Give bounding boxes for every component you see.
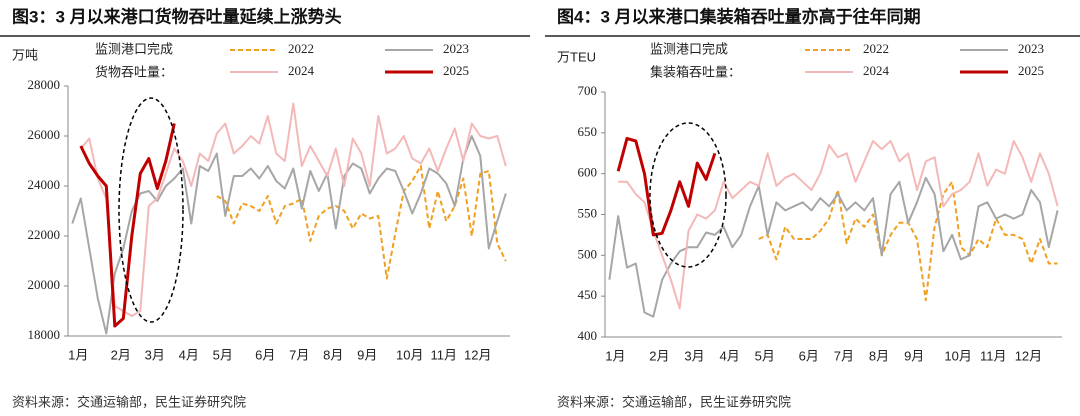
- y-tick-label: 650: [578, 124, 598, 139]
- legend-label: 2022: [863, 41, 889, 56]
- y-tick-label: 500: [578, 246, 598, 261]
- y-tick-label: 22000: [28, 227, 61, 242]
- y-tick-label: 24000: [28, 177, 61, 192]
- series-line: [616, 137, 717, 237]
- x-tick-label: 5月: [213, 347, 233, 362]
- legend-label: 2025: [1018, 63, 1044, 78]
- series-line: [71, 135, 507, 335]
- legend-label: 2022: [288, 41, 314, 56]
- x-tick-label: 11月: [431, 347, 458, 362]
- y-tick-label: 20000: [28, 277, 61, 292]
- y-axis-label: 万TEU: [557, 49, 596, 64]
- chart-title: 图4：3 月以来港口集装箱吞吐量亦高于往年同期: [557, 6, 921, 26]
- x-tick-label: 1月: [605, 348, 625, 363]
- legend-label: 2023: [443, 41, 469, 56]
- y-tick-label: 450: [578, 287, 598, 302]
- y-tick-label: 400: [578, 328, 598, 343]
- series-line: [80, 102, 507, 317]
- y-axis-label: 万吨: [12, 47, 38, 62]
- x-tick-label: 6月: [255, 347, 275, 362]
- x-tick-label: 9月: [904, 348, 924, 363]
- x-tick-label: 11月: [980, 348, 1007, 363]
- legend-label: 2025: [443, 63, 469, 78]
- x-tick-label: 9月: [357, 347, 377, 362]
- series-line: [216, 165, 507, 280]
- y-tick-label: 26000: [28, 127, 61, 142]
- x-tick-label: 7月: [834, 348, 854, 363]
- legend-title: 监测港口完成: [95, 41, 173, 56]
- legend-title: 监测港口完成: [650, 41, 728, 56]
- y-tick-label: 550: [578, 205, 598, 220]
- series-line: [608, 176, 1059, 318]
- x-tick-label: 3月: [684, 348, 704, 363]
- series-line: [618, 140, 1059, 310]
- x-tick-label: 7月: [289, 347, 309, 362]
- x-tick-label: 8月: [869, 348, 889, 363]
- x-tick-label: 6月: [799, 348, 819, 363]
- legend-title: 集装箱吞吐量：: [650, 64, 741, 79]
- x-tick-label: 2月: [649, 348, 669, 363]
- series-line: [758, 180, 1058, 302]
- x-tick-label: 4月: [720, 348, 740, 363]
- source-note: 资料来源：交通运输部，民生证券研究院: [12, 394, 246, 409]
- y-tick-label: 28000: [28, 77, 61, 92]
- x-tick-label: 2月: [111, 347, 131, 362]
- x-tick-label: 3月: [145, 347, 165, 362]
- x-tick-label: 10月: [396, 347, 423, 362]
- source-note: 资料来源：交通运输部，民生证券研究院: [557, 394, 791, 409]
- highlight-ellipse: [118, 97, 184, 323]
- y-tick-label: 600: [578, 165, 598, 180]
- series-line: [79, 123, 176, 328]
- x-tick-label: 1月: [68, 347, 88, 362]
- x-tick-label: 8月: [323, 347, 343, 362]
- x-tick-label: 12月: [1015, 348, 1042, 363]
- x-tick-label: 4月: [179, 347, 199, 362]
- y-tick-label: 18000: [28, 327, 61, 342]
- x-tick-label: 10月: [944, 348, 971, 363]
- x-tick-label: 12月: [464, 347, 491, 362]
- highlight-ellipse: [649, 122, 727, 268]
- legend-label: 2023: [1018, 41, 1044, 56]
- chart-title: 图3：3 月以来港口货物吞吐量延续上涨势头: [12, 6, 342, 26]
- legend-label: 2024: [863, 63, 890, 78]
- legend-label: 2024: [288, 63, 315, 78]
- y-tick-label: 700: [578, 83, 598, 98]
- x-tick-label: 5月: [755, 348, 775, 363]
- legend-title: 货物吞吐量：: [95, 64, 173, 79]
